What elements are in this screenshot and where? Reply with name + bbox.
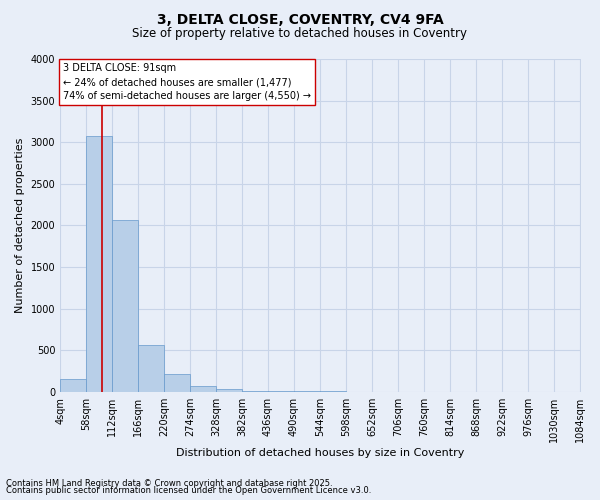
Bar	[60, 380, 86, 392]
Bar	[242, 390, 268, 392]
Bar	[138, 345, 164, 392]
Text: 3, DELTA CLOSE, COVENTRY, CV4 9FA: 3, DELTA CLOSE, COVENTRY, CV4 9FA	[157, 12, 443, 26]
X-axis label: Distribution of detached houses by size in Coventry: Distribution of detached houses by size …	[176, 448, 465, 458]
Text: 3 DELTA CLOSE: 91sqm
← 24% of detached houses are smaller (1,477)
74% of semi-de: 3 DELTA CLOSE: 91sqm ← 24% of detached h…	[63, 63, 311, 101]
Text: Contains HM Land Registry data © Crown copyright and database right 2025.: Contains HM Land Registry data © Crown c…	[6, 478, 332, 488]
Bar	[112, 220, 138, 392]
Bar	[190, 386, 216, 392]
Text: Size of property relative to detached houses in Coventry: Size of property relative to detached ho…	[133, 28, 467, 40]
Bar	[164, 374, 190, 392]
Bar	[86, 136, 112, 392]
Bar	[294, 391, 320, 392]
Text: Contains public sector information licensed under the Open Government Licence v3: Contains public sector information licen…	[6, 486, 371, 495]
Bar	[216, 390, 242, 392]
Y-axis label: Number of detached properties: Number of detached properties	[15, 138, 25, 313]
Bar	[268, 391, 294, 392]
